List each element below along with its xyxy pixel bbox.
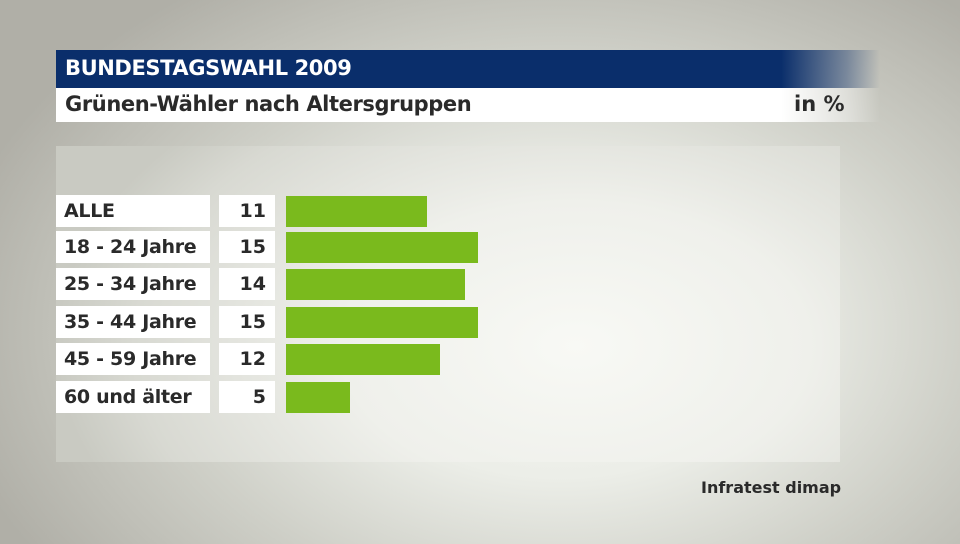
bar — [286, 344, 440, 375]
value-label: 15 — [219, 231, 275, 263]
bar — [286, 232, 478, 263]
bar — [286, 269, 466, 300]
value-label: 15 — [219, 306, 275, 338]
bar — [286, 307, 478, 338]
category-label: ALLE — [56, 195, 210, 227]
chart-panel — [56, 146, 840, 462]
bar — [286, 196, 427, 227]
subtitle-bar: Grünen-Wähler nach Altersgruppen in % — [56, 88, 880, 122]
unit-label: in % — [794, 92, 845, 116]
chart-title: BUNDESTAGSWAHL 2009 — [65, 56, 352, 80]
value-label: 11 — [219, 195, 275, 227]
value-label: 14 — [219, 268, 275, 300]
category-label: 18 - 24 Jahre — [56, 231, 210, 263]
category-label: 35 - 44 Jahre — [56, 306, 210, 338]
value-label: 12 — [219, 343, 275, 375]
chart-subtitle: Grünen-Wähler nach Altersgruppen — [65, 92, 472, 116]
category-label: 45 - 59 Jahre — [56, 343, 210, 375]
value-label: 5 — [219, 381, 275, 413]
category-label: 60 und älter — [56, 381, 210, 413]
title-bar: BUNDESTAGSWAHL 2009 — [56, 50, 880, 88]
source-label: Infratest dimap — [701, 478, 842, 497]
bar — [286, 382, 350, 413]
category-label: 25 - 34 Jahre — [56, 268, 210, 300]
